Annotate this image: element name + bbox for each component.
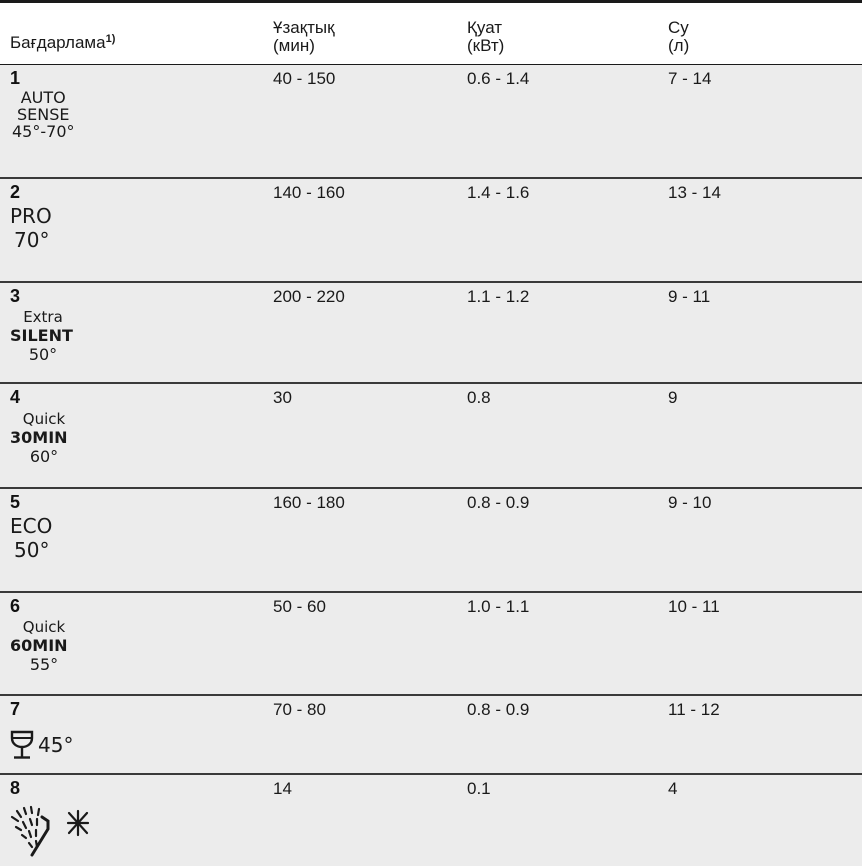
table-row: 1 AUTO SENSE 45°-70° 40 - 150 0.6 - 1.4 … [0, 65, 862, 179]
header-water-label: Су [668, 18, 689, 37]
program-name-line: SILENT [10, 326, 73, 345]
header-energy-label: Қуат [467, 18, 503, 37]
table-row: 6 Quick 60MIN 55° 50 - 60 1.0 - 1.1 10 -… [0, 593, 862, 696]
program-number: 8 [10, 778, 21, 798]
duration-value: 200 - 220 [273, 287, 345, 306]
header-duration-label: Ұзақтық [273, 18, 335, 37]
table-row: 8 [0, 775, 862, 866]
program-number: 3 [10, 286, 21, 306]
program-name-line: 60MIN [10, 636, 68, 655]
header-program-label: Бағдарлама [10, 33, 106, 52]
water-value: 9 - 10 [668, 493, 712, 512]
program-number: 5 [10, 492, 21, 512]
program-number: 4 [10, 387, 21, 407]
table-row: 2 PRO 70° 140 - 160 1.4 - 1.6 13 - 14 [0, 179, 862, 283]
water-value: 9 [668, 388, 678, 407]
energy-value: 0.8 - 0.9 [467, 493, 530, 512]
program-temperature: 55° [29, 655, 59, 674]
water-value: 4 [668, 779, 678, 798]
rinse-and-hold-icon [8, 803, 108, 861]
program-temperature: 45° [38, 733, 74, 757]
header-program: Бағдарлама1) [10, 30, 115, 52]
energy-value: 1.0 - 1.1 [467, 597, 530, 616]
duration-value: 14 [273, 779, 292, 798]
water-value: 10 - 11 [668, 597, 720, 616]
header-program-footnote: 1) [105, 33, 116, 45]
table-row: 5 ECO 50° 160 - 180 0.8 - 0.9 9 - 10 [0, 489, 862, 593]
table-row: 7 45° 70 - 80 0.8 - 0.9 11 - 12 [0, 696, 862, 775]
table-header: Бағдарлама1) Ұзақтық (мин) Қуат (кВт) Су (л… [0, 3, 862, 66]
table-row: 4 Quick 30MIN 60° 30 0.8 9 [0, 384, 862, 489]
table-top-rule [0, 0, 862, 3]
table-row: 3 Extra SILENT 50° 200 - 220 1.1 - 1.2 9… [0, 283, 862, 384]
energy-value: 1.1 - 1.2 [467, 287, 530, 306]
duration-value: 30 [273, 388, 292, 407]
header-energy-unit: (кВт) [467, 36, 505, 55]
program-name-line: SENSE [17, 105, 70, 124]
water-value: 13 - 14 [668, 183, 721, 202]
header-duration-unit: (мин) [273, 36, 315, 55]
program-temperature: 45°-70° [12, 122, 75, 141]
water-value: 11 - 12 [668, 700, 720, 719]
program-name: ECO 50° [10, 514, 52, 562]
energy-value: 0.1 [467, 779, 491, 798]
program-temperature: 50° [14, 538, 50, 562]
program-number: 7 [10, 699, 21, 719]
program-temperature: 70° [14, 228, 50, 252]
program-name-line: 30MIN [10, 428, 68, 447]
water-value: 7 - 14 [668, 69, 712, 88]
program-number: 6 [10, 596, 21, 616]
duration-value: 160 - 180 [273, 493, 345, 512]
energy-value: 0.8 [467, 388, 491, 407]
duration-value: 50 - 60 [273, 597, 326, 616]
program-name-line: Quick [22, 618, 66, 636]
program-name-line: ECO [10, 514, 53, 538]
duration-value: 40 - 150 [273, 69, 336, 88]
header-water-unit: (л) [668, 36, 690, 55]
glass-icon [10, 730, 36, 760]
program-number: 2 [10, 182, 21, 202]
duration-value: 70 - 80 [273, 700, 326, 719]
program-name-line: Extra [23, 308, 63, 326]
program-name: Quick 60MIN 55° [10, 619, 78, 674]
header-water: Су (л) [668, 19, 689, 55]
program-name: Quick 30MIN 60° [10, 411, 78, 466]
program-temperature: 60° [29, 447, 59, 466]
energy-value: 1.4 - 1.6 [467, 183, 530, 202]
duration-value: 140 - 160 [273, 183, 345, 202]
program-name-line: Quick [22, 410, 66, 428]
energy-value: 0.6 - 1.4 [467, 69, 530, 88]
program-name-line: PRO [10, 204, 52, 228]
program-temperature: 50° [28, 345, 58, 364]
header-energy: Қуат (кВт) [467, 19, 504, 55]
program-name: PRO 70° [10, 204, 52, 252]
header-duration: Ұзақтық (мин) [273, 19, 335, 55]
program-name: Extra SILENT 50° [10, 309, 76, 364]
water-value: 9 - 11 [668, 287, 711, 306]
energy-value: 0.8 - 0.9 [467, 700, 530, 719]
program-number: 1 [10, 68, 21, 88]
program-name-line: AUTO [20, 88, 66, 107]
program-name: AUTO SENSE 45°-70° [12, 89, 75, 140]
